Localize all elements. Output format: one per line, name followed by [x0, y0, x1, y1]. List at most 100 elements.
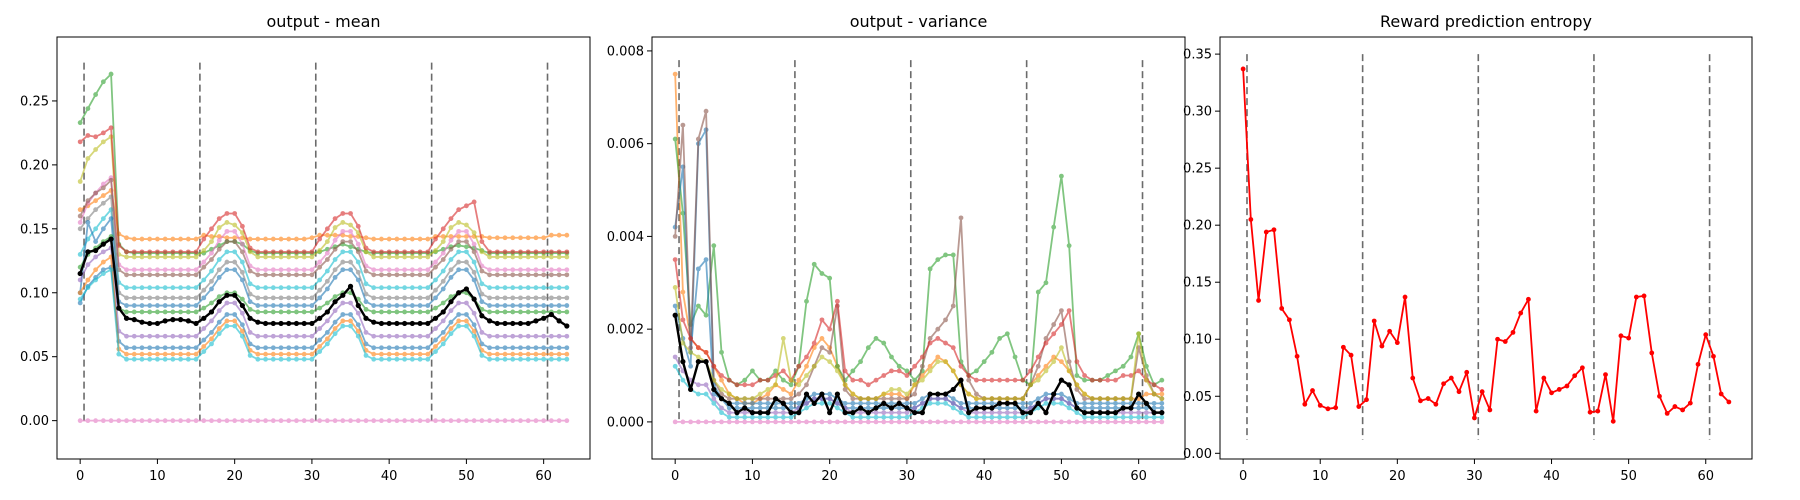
output-mean-data-point	[131, 254, 137, 260]
output-variance-data-point	[672, 354, 678, 360]
output-variance-data-point	[773, 410, 778, 416]
output-mean-data-point	[170, 309, 176, 315]
output-variance-data-point	[1159, 400, 1165, 406]
output-mean-data-point	[541, 333, 547, 339]
output-mean-data-point	[286, 236, 292, 242]
output-variance-data-point	[981, 410, 987, 416]
output-variance-data-point	[1012, 377, 1018, 383]
output-variance-data-point	[974, 419, 979, 425]
output-variance-data-point	[958, 363, 964, 369]
reward-entropy-data-point	[1433, 401, 1439, 407]
output-mean-data-point	[286, 351, 292, 357]
output-variance-data-point	[749, 410, 756, 416]
output-mean-data-point	[239, 333, 245, 339]
output-mean-y-tick-label: 0.05	[20, 350, 49, 365]
output-mean-data-point	[247, 291, 253, 297]
output-variance-data-point	[672, 303, 678, 309]
output-mean-data-point	[239, 269, 245, 275]
output-mean-data-point	[247, 268, 253, 274]
output-mean-data-point	[456, 290, 462, 296]
output-mean-data-point	[379, 303, 384, 308]
output-mean-data-point	[255, 356, 261, 362]
output-variance-data-point	[834, 391, 840, 397]
output-mean-data-point	[494, 333, 500, 339]
output-mean-data-point	[224, 228, 230, 234]
output-variance-data-point	[750, 400, 755, 406]
output-mean-data-point	[479, 353, 485, 358]
output-mean-data-point	[340, 249, 346, 255]
output-variance-data-point	[773, 405, 778, 411]
output-variance-data-point	[711, 243, 717, 249]
output-mean-data-point	[440, 330, 446, 335]
output-variance-data-point	[896, 363, 902, 369]
output-variance-data-point	[734, 414, 740, 420]
output-mean-data-point	[193, 272, 199, 278]
output-mean-data-point	[502, 418, 508, 424]
output-mean-data-point	[417, 351, 423, 357]
output-mean-data-point	[170, 351, 176, 357]
output-mean-data-point	[85, 198, 91, 204]
output-mean-data-point	[556, 333, 562, 339]
output-variance-data-point	[1113, 414, 1118, 420]
output-mean-series-3	[77, 125, 570, 255]
output-mean-data-point	[564, 254, 570, 260]
output-mean-data-point	[185, 418, 191, 424]
output-mean-data-point	[131, 272, 137, 278]
output-mean-data-point	[147, 249, 153, 255]
output-variance-data-point	[935, 419, 941, 425]
output-variance-data-point	[1151, 419, 1157, 425]
output-variance-data-point	[981, 419, 987, 425]
output-mean-data-point	[255, 295, 261, 301]
output-variance-series-4	[672, 108, 1165, 402]
output-mean-data-point	[402, 356, 408, 362]
output-variance-data-point	[1120, 419, 1126, 425]
output-mean-data-point	[301, 345, 307, 351]
output-mean-data-point	[363, 245, 369, 251]
output-variance-data-point	[1066, 368, 1072, 374]
output-mean-data-point	[216, 331, 222, 337]
output-mean-data-point	[147, 254, 153, 260]
output-mean-data-point	[340, 259, 346, 265]
output-mean-data-point	[518, 333, 523, 339]
output-mean-data-point	[541, 303, 547, 308]
output-variance-data-point	[889, 419, 894, 425]
output-mean-data-point	[402, 267, 408, 273]
output-mean-data-point	[440, 318, 446, 324]
output-mean-data-point	[301, 249, 307, 255]
output-mean-data-point	[409, 303, 415, 308]
output-variance-data-point	[804, 419, 809, 425]
output-variance-data-point	[842, 419, 848, 425]
output-variance-data-point	[827, 359, 833, 365]
output-mean-data-point	[209, 286, 214, 292]
reward-entropy-data-point	[1410, 375, 1416, 381]
output-mean-data-point	[394, 309, 400, 315]
output-mean-data-point	[270, 333, 276, 339]
output-mean-data-point	[309, 356, 315, 362]
output-variance-data-point	[904, 396, 910, 402]
output-variance-data-point	[989, 414, 995, 420]
output-variance-data-point	[757, 400, 763, 406]
output-mean-data-point	[487, 333, 492, 339]
output-mean-data-point	[464, 323, 469, 329]
output-mean-x-tick-label: 10	[149, 469, 166, 484]
output-variance-data-point	[873, 419, 879, 425]
output-variance-data-point	[1012, 405, 1018, 411]
output-variance-data-point	[742, 382, 748, 388]
output-variance-data-point	[719, 419, 724, 425]
output-mean-data-point	[440, 239, 446, 245]
output-mean-data-point	[185, 285, 191, 291]
output-mean-data-point	[487, 235, 492, 241]
output-mean-data-point	[294, 285, 299, 291]
output-variance-data-point	[919, 396, 925, 402]
output-mean-data-point	[494, 303, 500, 308]
output-mean-data-point	[332, 237, 338, 243]
output-mean-data-point	[139, 285, 145, 291]
output-variance-data-point	[734, 396, 740, 402]
output-variance-data-point	[780, 410, 786, 416]
output-mean-data-point	[131, 303, 137, 308]
output-mean-data-point	[270, 272, 276, 278]
output-variance-data-point	[1128, 373, 1134, 378]
output-mean-data-point	[162, 249, 168, 255]
output-variance-data-point	[850, 368, 856, 374]
